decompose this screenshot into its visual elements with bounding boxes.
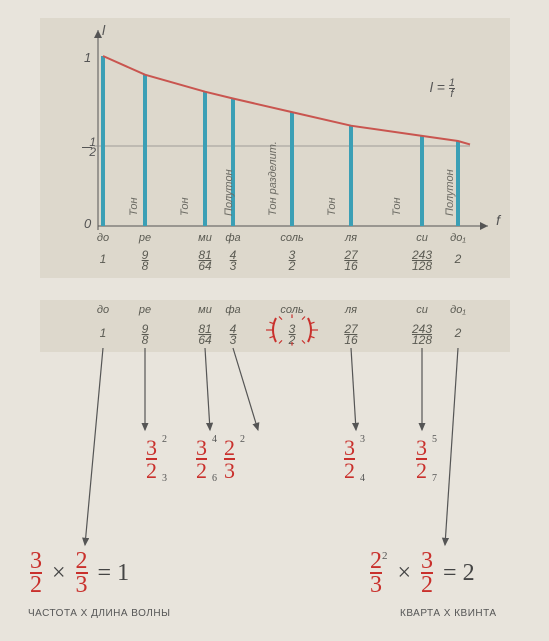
derivation-fraction: 3246: [196, 438, 207, 482]
caption-right: КВАРТА Х КВИНТА: [400, 608, 497, 619]
equation-left: 32 × 23 = 1: [30, 550, 133, 596]
interval-label: Тон: [179, 197, 191, 216]
equation-right: 232 × 32 = 2: [370, 550, 479, 596]
chart-panel: l f 1 12 0 l = 1f ТонТонПолутонТон разде…: [40, 18, 510, 278]
note-label: фа: [225, 232, 240, 244]
note-label: ми: [198, 232, 212, 244]
freq-label: 243128: [412, 250, 432, 271]
freq-label: 1: [100, 254, 107, 264]
derivation-fraction: 3223: [146, 438, 157, 482]
interval-label: Полутон: [444, 169, 456, 216]
freq-label: 43: [230, 250, 237, 271]
note-label: си: [416, 232, 428, 244]
note-label: до: [97, 232, 109, 244]
note-label: соль: [280, 232, 303, 244]
freq-label: 2: [455, 254, 462, 264]
freq-label: 32: [289, 250, 296, 271]
derivation-fraction: 3234: [344, 438, 355, 482]
caption-left: ЧАСТОТА Х ДЛИНА ВОЛНЫ: [28, 608, 170, 619]
interval-label: Тон разделит.: [267, 141, 279, 216]
freq-label: 98: [142, 250, 149, 271]
note-label: ре: [139, 232, 151, 244]
derivation-fraction: 232: [224, 438, 235, 482]
freq-label: 8164: [198, 250, 211, 271]
derivation-fraction: 3257: [416, 438, 427, 482]
highlight-burst-icon: [40, 300, 510, 352]
note-label: до₁: [450, 232, 466, 244]
interval-label: Тон: [326, 197, 338, 216]
freq-label: 2716: [344, 250, 357, 271]
ratio-strip: до1ре98ми8164фа43соль32ля2716си243128до₁…: [40, 300, 510, 352]
interval-label: Тон: [391, 197, 403, 216]
interval-label: Тон: [128, 197, 140, 216]
interval-label: Полутон: [223, 169, 235, 216]
note-label: ля: [345, 232, 357, 244]
